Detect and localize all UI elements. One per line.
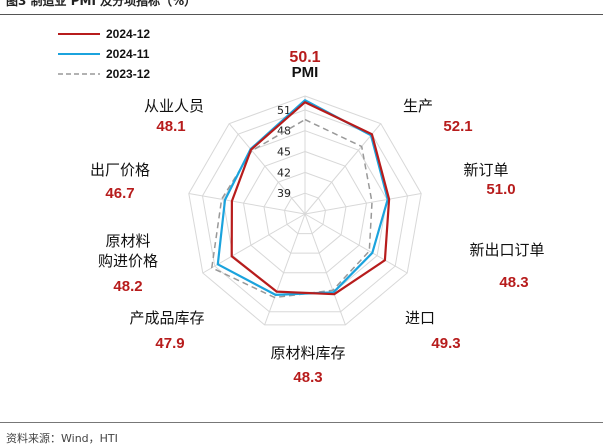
axis-value-6: 48.2	[113, 278, 142, 295]
axis-name-8-0: 从业人员	[144, 97, 204, 115]
legend-label-2023-12: 2023-12	[106, 67, 150, 81]
axis-value-4: 48.3	[293, 369, 322, 386]
spoke-1	[304, 123, 382, 215]
top-divider	[0, 14, 603, 15]
spoke-7	[188, 193, 306, 215]
axis-value-7: 46.7	[105, 185, 134, 202]
axis-value-3: 49.3	[431, 335, 460, 352]
series-line-2024-12	[230, 101, 391, 296]
radar-series	[211, 99, 391, 299]
grid-ring-5	[188, 95, 422, 326]
spoke-5	[264, 213, 306, 326]
axis-name-7-0: 出厂价格	[90, 161, 150, 179]
radar-axis-labels: 生产 52.1 新订单 51.0 新出口订单 48.3 进口 49.3 原材料库存 48.3 产成品…	[90, 97, 545, 386]
axis-name-5-0: 产成品库存	[129, 309, 204, 327]
pmi-value: 50.1	[289, 49, 320, 66]
axis-name-0-0: 生产	[403, 97, 433, 115]
pmi-name: PMI	[292, 64, 319, 81]
grid-ring-0	[283, 192, 327, 235]
spoke-3	[304, 213, 408, 274]
grid-ring-2	[242, 150, 368, 274]
legend-label-2024-12: 2024-12	[106, 27, 150, 41]
axis-value-2: 48.3	[499, 274, 528, 291]
axis-name-4-0: 原材料库存	[270, 344, 345, 362]
spoke-2	[304, 193, 422, 215]
axis-name-6-0: 原材料	[105, 232, 150, 250]
axis-value-5: 47.9	[155, 335, 184, 352]
axis-name-2-0: 新出口订单	[469, 241, 544, 259]
axis-value-8: 48.1	[156, 118, 185, 135]
grid-ring-4	[201, 109, 409, 313]
axis-value-1: 51.0	[486, 181, 515, 198]
tick-label-51: 51	[277, 104, 291, 117]
chart-legend: 2024-12 2024-11 2023-12	[58, 27, 150, 81]
grid-ring-1	[263, 171, 347, 254]
legend-label-2024-11: 2024-11	[106, 47, 150, 61]
axis-name-3-0: 进口	[405, 309, 435, 327]
spoke-4	[304, 213, 346, 326]
axis-name-6-1: 购进价格	[98, 252, 158, 270]
spoke-8	[228, 123, 306, 215]
tick-label-39: 39	[277, 187, 291, 200]
tick-label-42: 42	[277, 166, 291, 179]
spoke-6	[202, 213, 306, 274]
axis-name-1-0: 新订单	[463, 161, 508, 179]
figure-title: 图3 制造业 PMI 及分项指标（%）	[6, 0, 197, 8]
source-note: 资料来源：Wind，HTI	[6, 432, 118, 445]
tick-label-45: 45	[277, 146, 291, 159]
bottom-divider	[0, 422, 603, 423]
axis-value-0: 52.1	[443, 118, 472, 135]
